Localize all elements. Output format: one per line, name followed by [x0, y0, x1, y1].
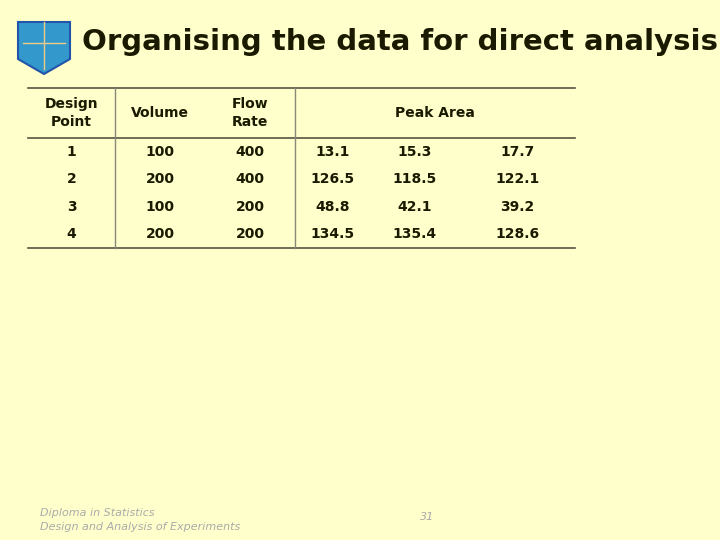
Text: Design
Point: Design Point [45, 97, 99, 129]
Text: 134.5: 134.5 [310, 227, 354, 241]
Text: 3: 3 [67, 200, 76, 214]
Polygon shape [18, 22, 70, 74]
Text: 122.1: 122.1 [495, 172, 539, 186]
Text: 4: 4 [67, 227, 76, 241]
Text: Volume: Volume [131, 106, 189, 120]
Text: Organising the data for direct analysis: Organising the data for direct analysis [82, 28, 718, 56]
Text: 17.7: 17.7 [500, 145, 535, 159]
Text: 200: 200 [235, 200, 264, 214]
Text: 1: 1 [67, 145, 76, 159]
Text: 31: 31 [420, 512, 434, 522]
Text: Peak Area: Peak Area [395, 106, 475, 120]
Text: 13.1: 13.1 [315, 145, 350, 159]
Text: 200: 200 [235, 227, 264, 241]
Text: Diploma in Statistics
Design and Analysis of Experiments: Diploma in Statistics Design and Analysi… [40, 508, 240, 531]
Text: 100: 100 [145, 200, 174, 214]
Text: 39.2: 39.2 [500, 200, 535, 214]
Text: 400: 400 [235, 145, 264, 159]
Text: 2: 2 [67, 172, 76, 186]
Text: Flow
Rate: Flow Rate [232, 97, 269, 129]
Text: 15.3: 15.3 [398, 145, 432, 159]
Text: 100: 100 [145, 145, 174, 159]
Text: 126.5: 126.5 [310, 172, 354, 186]
Text: 118.5: 118.5 [393, 172, 437, 186]
Text: 200: 200 [145, 227, 174, 241]
Text: 48.8: 48.8 [315, 200, 350, 214]
Text: 400: 400 [235, 172, 264, 186]
Text: 128.6: 128.6 [495, 227, 539, 241]
Text: 135.4: 135.4 [393, 227, 437, 241]
Text: 42.1: 42.1 [397, 200, 432, 214]
Text: 200: 200 [145, 172, 174, 186]
